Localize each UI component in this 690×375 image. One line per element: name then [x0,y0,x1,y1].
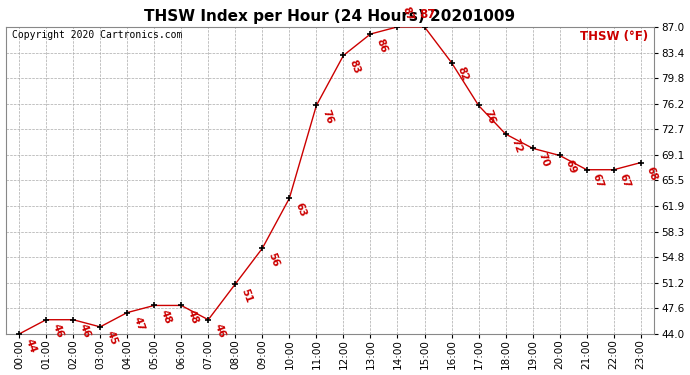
Text: 47: 47 [131,315,146,333]
Text: 87: 87 [400,6,415,23]
Text: 63: 63 [293,201,308,218]
Text: 46: 46 [77,322,92,340]
Text: 56: 56 [266,251,281,268]
Text: 76: 76 [483,108,497,125]
Text: 51: 51 [239,287,254,304]
Text: 48: 48 [186,308,200,326]
Text: 76: 76 [321,108,335,125]
Text: Copyright 2020 Cartronics.com: Copyright 2020 Cartronics.com [12,30,182,40]
Text: 70: 70 [537,151,551,168]
Text: 86: 86 [375,37,389,54]
Text: 67: 67 [618,172,632,190]
Text: 82: 82 [455,65,470,82]
Text: 87: 87 [419,8,435,21]
Text: THSW (°F): THSW (°F) [580,30,648,43]
Text: 46: 46 [213,322,227,340]
Text: 45: 45 [104,330,119,347]
Title: THSW Index per Hour (24 Hours) 20201009: THSW Index per Hour (24 Hours) 20201009 [144,9,515,24]
Text: 72: 72 [510,137,524,154]
Text: 67: 67 [591,172,605,190]
Text: 44: 44 [23,337,38,354]
Text: 48: 48 [159,308,172,326]
Text: 69: 69 [564,158,578,175]
Text: 83: 83 [348,58,362,75]
Text: 68: 68 [645,165,659,182]
Text: 46: 46 [50,322,65,340]
